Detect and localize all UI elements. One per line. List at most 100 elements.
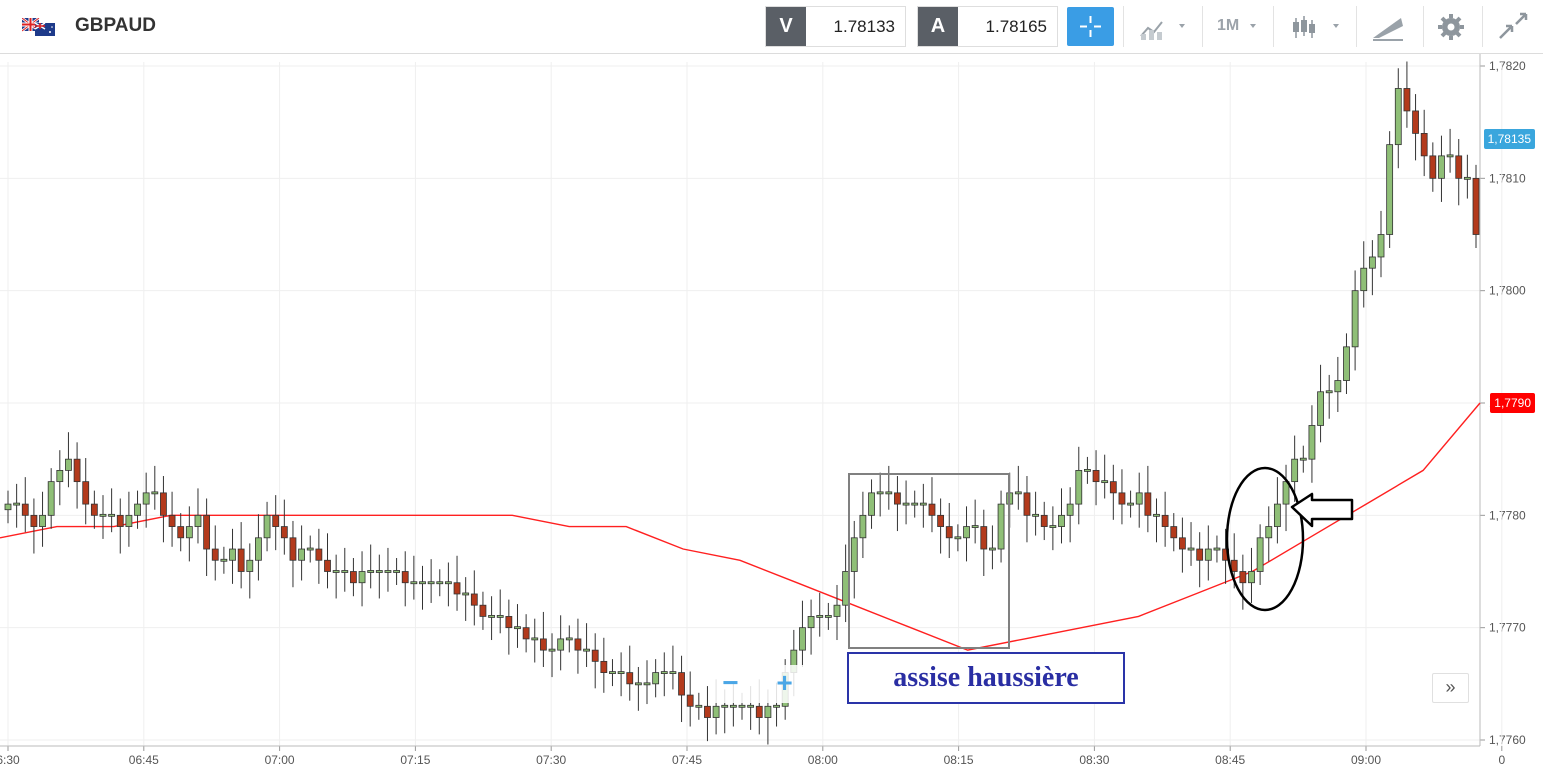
candle-body — [1153, 513, 1160, 517]
buy-price: 1.78165 — [985, 17, 1047, 36]
x-tick-label: 07:45 — [672, 753, 702, 767]
candle-body — [919, 502, 927, 506]
draw-tools-icon — [1373, 18, 1403, 41]
candle-body — [263, 514, 271, 539]
candle-body — [894, 492, 901, 505]
candle-body — [1014, 491, 1022, 495]
candle-body — [350, 571, 357, 584]
candle-body — [1265, 526, 1273, 539]
y-tick-label: 1,7800 — [1489, 284, 1526, 298]
candle-body — [436, 581, 444, 585]
candle-body — [574, 638, 582, 651]
candle-body — [1248, 571, 1255, 584]
x-tick-label: 6:30 — [0, 753, 20, 767]
buy-letter: A — [918, 7, 958, 46]
candle-body — [203, 514, 211, 550]
candle-body — [652, 672, 660, 685]
candle-body — [660, 671, 668, 674]
candle-body — [488, 615, 495, 618]
candle-body — [850, 537, 858, 572]
candle-body — [496, 615, 504, 618]
candle-body — [799, 627, 806, 651]
candle-body — [453, 582, 461, 595]
candle-body — [185, 526, 193, 539]
chart-type-icon — [1140, 21, 1185, 40]
candle-body — [626, 672, 634, 685]
candle-body — [1170, 526, 1178, 539]
candle-body — [125, 514, 133, 527]
candle-body — [816, 615, 824, 618]
candle-body — [56, 469, 64, 483]
current-price-tag: 1,78135 — [1483, 129, 1535, 150]
candle-body — [902, 502, 910, 506]
candle-style-button[interactable] — [1273, 6, 1355, 47]
candle-body — [306, 547, 314, 551]
y-tick-label: 1,7820 — [1489, 59, 1526, 73]
candle-body — [1282, 481, 1290, 505]
scroll-right-button[interactable]: » — [1432, 673, 1469, 703]
candle-body — [168, 514, 176, 527]
zoom-in-button[interactable]: + — [776, 667, 793, 698]
candle-body — [678, 672, 685, 696]
x-tick-label: 06:45 — [129, 753, 159, 767]
x-tick-label: 0 — [1498, 753, 1505, 767]
candle-body — [1343, 346, 1350, 381]
candle-body — [410, 581, 418, 585]
zoom-out-button[interactable]: − — [722, 667, 739, 698]
candle-body — [142, 492, 150, 505]
draw-tools-button[interactable] — [1356, 6, 1422, 47]
ma-price-tag: 1,7790 — [1490, 393, 1535, 413]
candle-body — [1032, 513, 1039, 517]
candle-body — [1377, 234, 1385, 258]
buy-button[interactable]: A 1.78165 — [917, 6, 1058, 47]
candle-body — [514, 626, 521, 630]
candle-body — [211, 548, 219, 561]
candle-body — [859, 514, 867, 539]
timeframe-button[interactable] — [1202, 6, 1272, 47]
candle-body — [1256, 537, 1264, 572]
candle-body — [298, 548, 306, 561]
arrow-annotation — [1290, 492, 1354, 528]
candle-body — [1429, 155, 1437, 179]
candle-body — [634, 682, 642, 686]
candle-body — [989, 547, 996, 551]
gear-icon — [1438, 14, 1464, 40]
candle-body — [695, 704, 703, 708]
candle-body — [39, 514, 46, 527]
candle-body — [470, 593, 478, 606]
candle-body — [617, 671, 625, 674]
candle-body — [341, 570, 349, 573]
candle-body — [246, 559, 254, 572]
candle-body — [971, 525, 979, 528]
candle-body — [1066, 503, 1074, 516]
candle-body — [1463, 176, 1471, 180]
candle-body — [833, 604, 841, 617]
crosshair-button[interactable] — [1067, 7, 1114, 46]
candle-body — [237, 548, 245, 572]
candle-body — [1446, 154, 1454, 158]
annotation-box — [848, 473, 1010, 649]
candle-body — [1118, 492, 1126, 505]
x-tick-label: 08:45 — [1215, 753, 1245, 767]
candle-body — [747, 704, 755, 708]
fullscreen-button[interactable] — [1482, 6, 1543, 47]
chart-type-button[interactable] — [1123, 6, 1201, 47]
y-tick-label: 1,7810 — [1489, 171, 1526, 185]
candle-body — [1351, 290, 1359, 348]
candle-body — [324, 559, 331, 572]
candle-body — [220, 558, 228, 562]
candle-body — [911, 502, 919, 506]
candle-body — [1187, 547, 1195, 551]
candle-body — [332, 570, 340, 573]
candle-body — [393, 570, 400, 573]
candle-body — [375, 570, 383, 573]
price-chart[interactable]: 1,7820 1,7810 1,7800 1,7790 1,7780 1,7770 1,77… — [0, 54, 1543, 783]
candle-body — [686, 694, 694, 707]
settings-button[interactable] — [1423, 6, 1481, 47]
candle-body — [1127, 502, 1134, 506]
candle-body — [1299, 457, 1307, 461]
sell-button[interactable]: V 1.78133 — [765, 6, 906, 47]
candle-body — [47, 481, 55, 516]
candle-body — [289, 537, 297, 561]
candle-body — [1196, 548, 1204, 561]
